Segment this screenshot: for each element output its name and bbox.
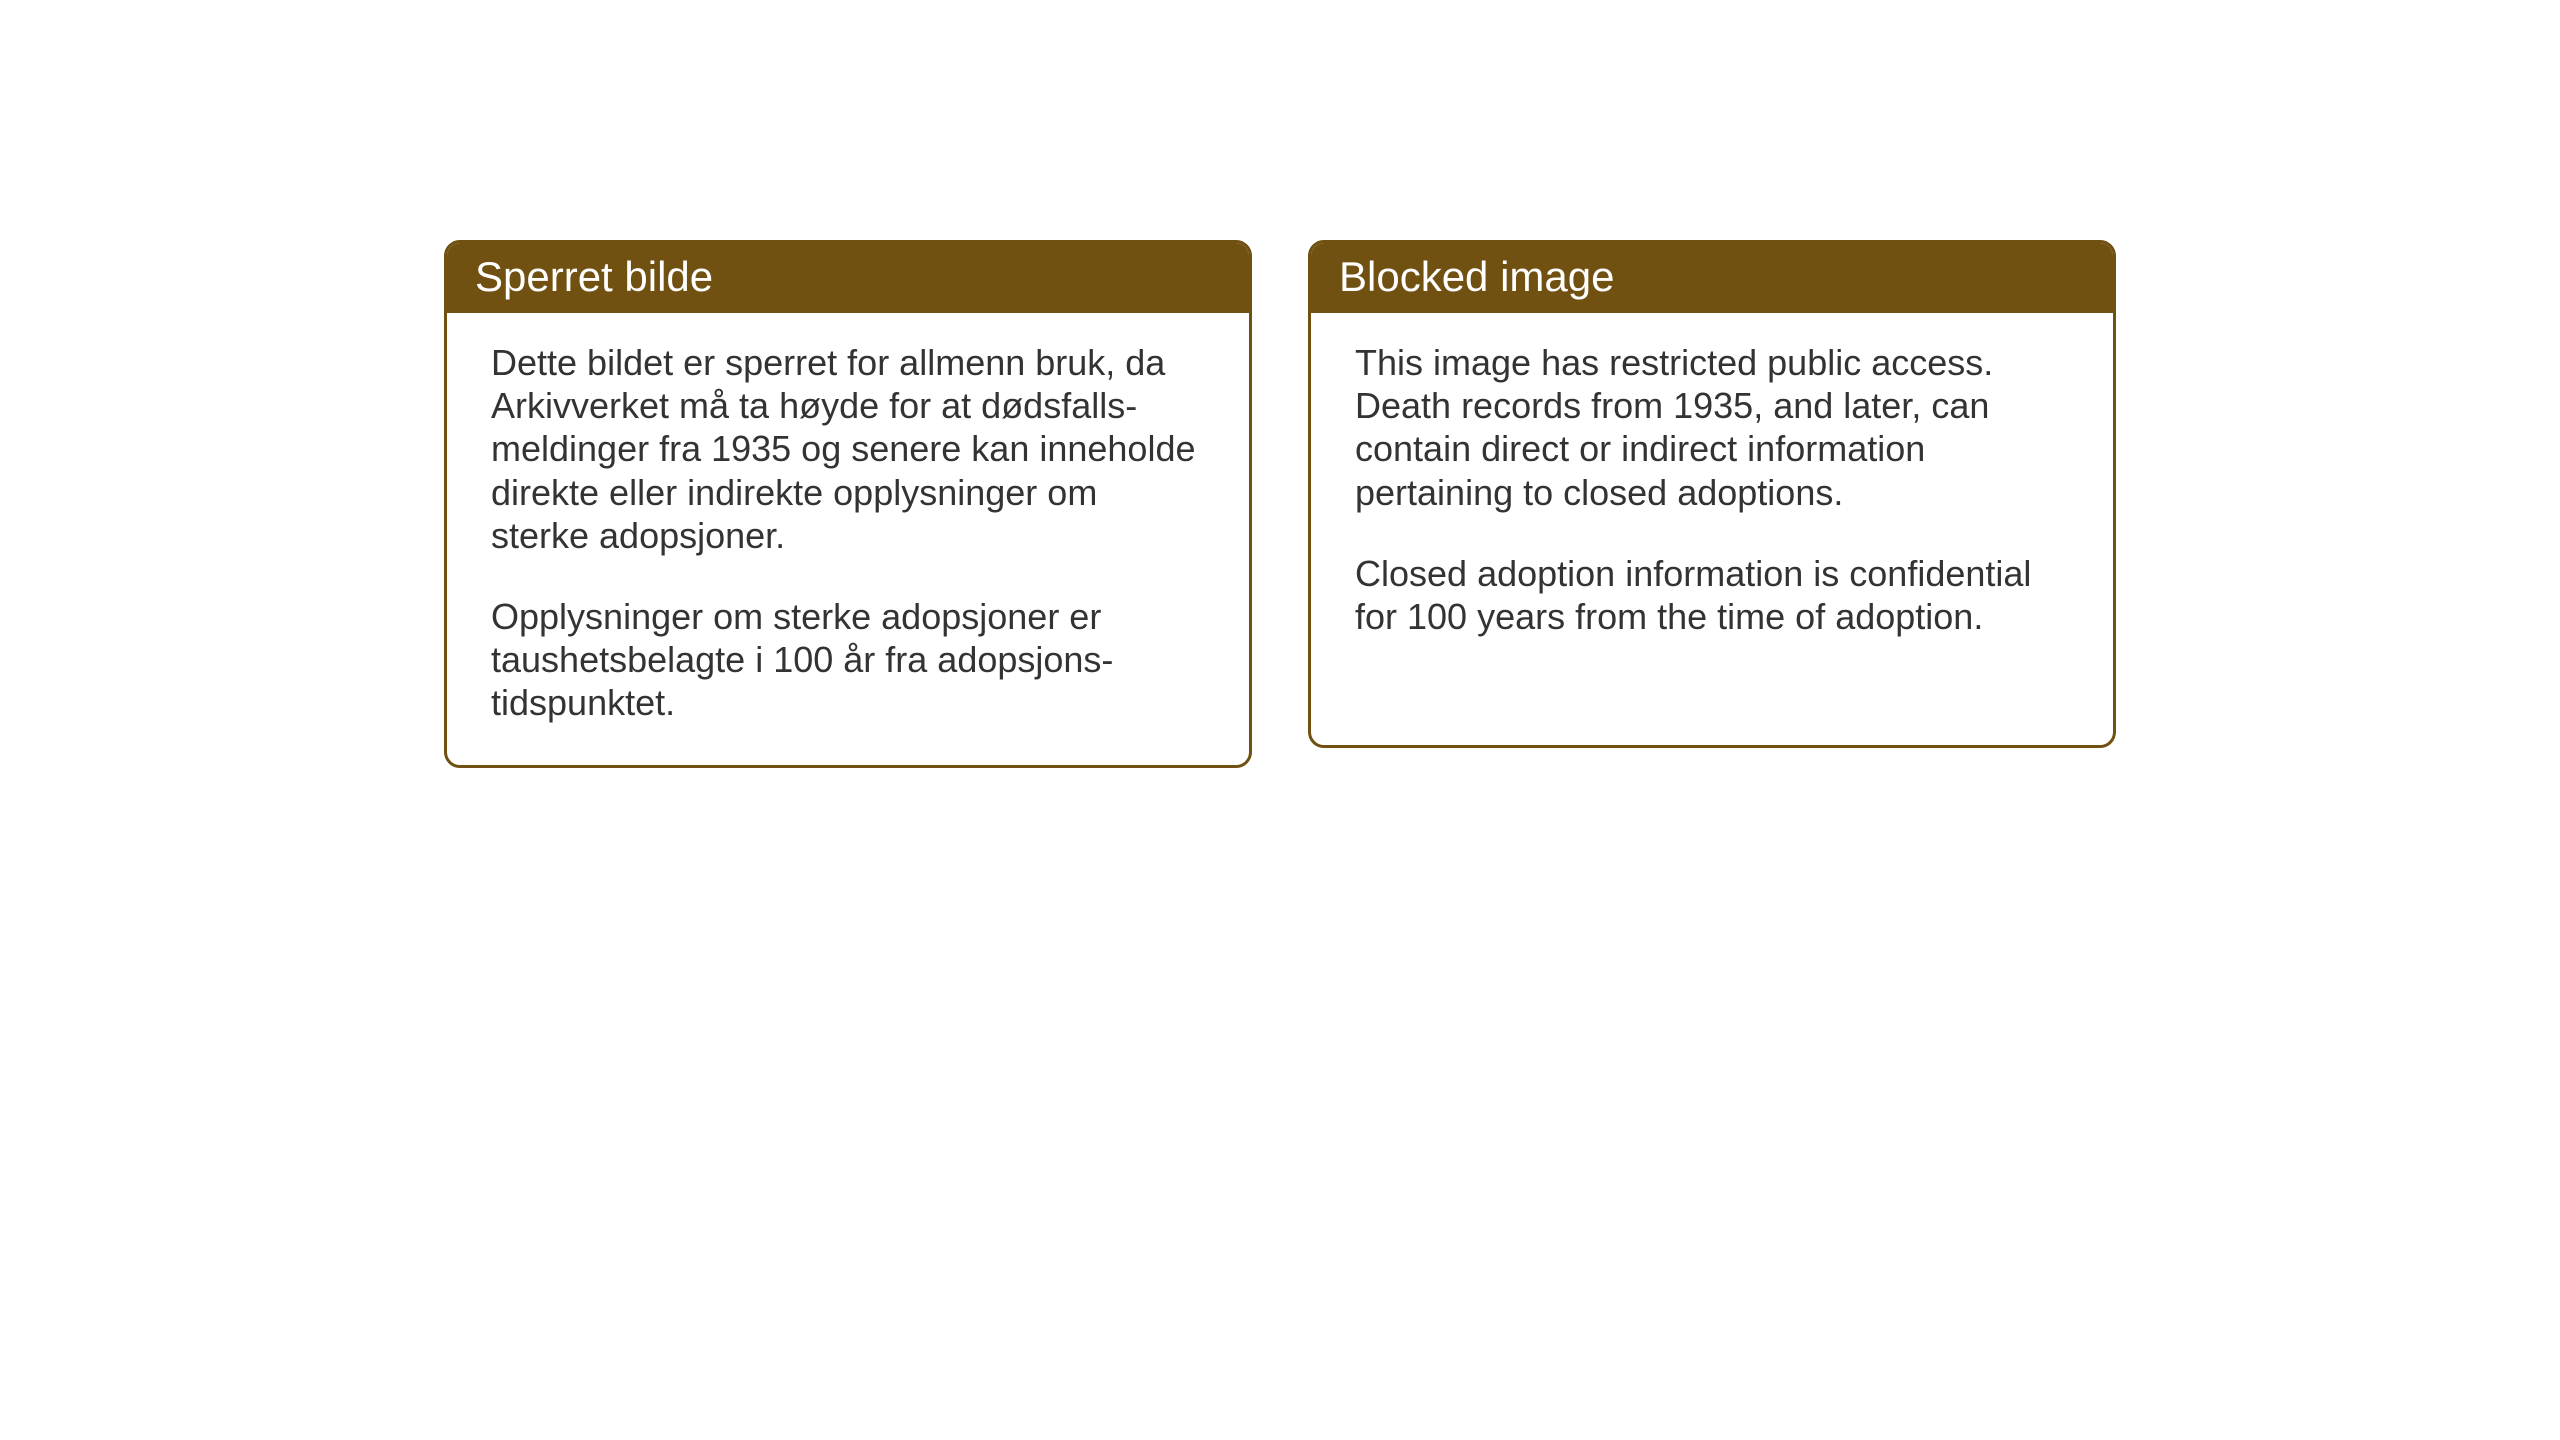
notice-header-norwegian: Sperret bilde (447, 243, 1249, 313)
notice-text-norwegian-p2: Opplysninger om sterke adopsjoner er tau… (491, 595, 1205, 725)
notice-container: Sperret bilde Dette bildet er sperret fo… (444, 240, 2116, 768)
notice-card-english: Blocked image This image has restricted … (1308, 240, 2116, 748)
notice-card-norwegian: Sperret bilde Dette bildet er sperret fo… (444, 240, 1252, 768)
notice-text-english-p1: This image has restricted public access.… (1355, 341, 2069, 514)
notice-text-norwegian-p1: Dette bildet er sperret for allmenn bruk… (491, 341, 1205, 557)
notice-header-english: Blocked image (1311, 243, 2113, 313)
notice-body-norwegian: Dette bildet er sperret for allmenn bruk… (447, 313, 1249, 765)
notice-body-english: This image has restricted public access.… (1311, 313, 2113, 678)
notice-text-english-p2: Closed adoption information is confident… (1355, 552, 2069, 638)
